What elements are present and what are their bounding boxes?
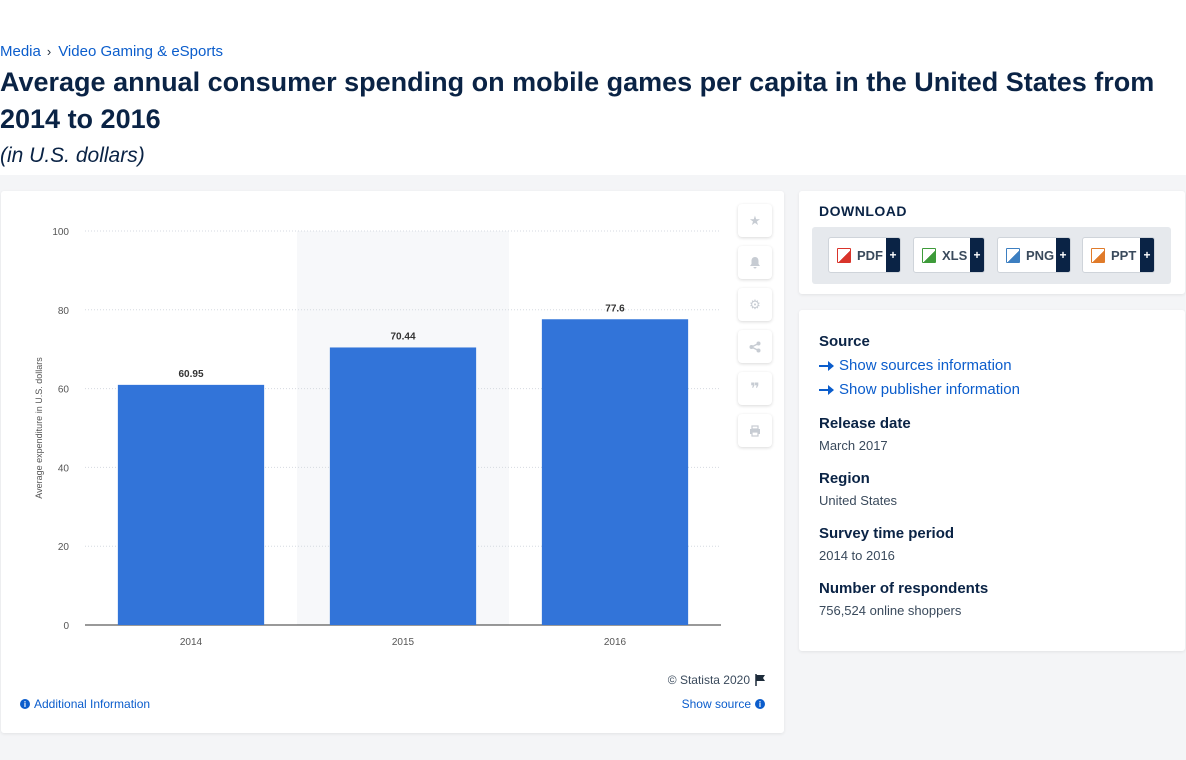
survey-period-label: Survey time period [819,525,955,542]
star-icon: ★ [749,212,761,228]
download-card: DOWNLOAD PDF + XLS + PNG + PPT + [799,191,1185,294]
info-icon: i [755,699,765,709]
region-label: Region [819,470,870,487]
y-tick-label: 100 [52,227,69,238]
ppt-file-icon [1091,247,1105,263]
favorite-button[interactable]: ★ [738,204,772,237]
show-sources-link[interactable]: Show sources information [819,357,1012,374]
download-png-button[interactable]: PNG + [997,237,1071,273]
gear-icon: ⚙ [749,296,761,312]
arrow-right-icon [819,360,834,371]
source-card: Source Show sources information Show pub… [799,310,1185,651]
quote-icon: ❞ [750,380,760,398]
chart-card: 0 20 40 60 80 100 60.95 2014 70.44 2015 77.6 2016 Av… [1,191,784,733]
page-title: Average annual consumer spending on mobi… [0,67,1155,134]
y-tick-label: 20 [58,542,70,553]
chart-toolbar: ★ ⚙ ❞ [738,204,772,456]
region-value: United States [819,493,898,508]
breadcrumb-category-link[interactable]: Video Gaming & eSports [58,43,224,60]
share-icon [749,341,761,352]
download-bar: PDF + XLS + PNG + PPT + [812,227,1171,284]
survey-period-value: 2014 to 2016 [819,548,895,563]
plus-icon: + [970,238,984,272]
y-tick-label: 60 [58,385,70,396]
release-date-value: March 2017 [819,438,888,453]
x-tick-label-2015: 2015 [392,637,415,648]
show-source-label: Show source [681,697,751,711]
flag-icon[interactable] [755,674,766,686]
download-pdf-button[interactable]: PDF + [828,237,901,273]
breadcrumb-separator: › [46,44,52,59]
download-title: DOWNLOAD [819,203,907,219]
show-publisher-link[interactable]: Show publisher information [819,381,1020,398]
additional-information-link[interactable]: i Additional Information [20,697,150,711]
additional-information-label: Additional Information [34,697,151,711]
data-label-2015: 70.44 [390,331,415,342]
y-tick-label: 80 [58,306,70,317]
download-pdf-label: PDF [857,247,883,263]
bar-chart: 0 20 40 60 80 100 60.95 2014 70.44 2015 77.6 2016 Av… [34,227,721,648]
download-xls-button[interactable]: XLS + [913,237,985,273]
y-axis-label: Average expenditure in U.S. dollars [34,357,44,499]
data-label-2014: 60.95 [178,369,203,380]
cite-button[interactable]: ❞ [738,372,772,405]
copyright-text: © Statista 2020 [667,673,750,687]
settings-button[interactable]: ⚙ [738,288,772,321]
show-sources-label: Show sources information [839,357,1012,374]
source-label: Source [819,333,870,350]
y-tick-label: 40 [58,463,70,474]
data-label-2016: 77.6 [605,303,625,314]
png-file-icon [1006,247,1020,263]
y-tick-label: 0 [63,621,69,632]
download-png-label: PNG [1026,247,1055,263]
bar-2015 [329,347,477,625]
arrow-right-icon [819,384,834,395]
bar-2014 [117,384,265,625]
print-button[interactable] [738,414,772,447]
notification-button[interactable] [738,246,772,279]
download-ppt-label: PPT [1111,247,1137,263]
x-tick-label-2014: 2014 [180,637,203,648]
respondents-value: 756,524 online shoppers [819,603,962,618]
info-icon: i [20,699,30,709]
share-button[interactable] [738,330,772,363]
download-xls-label: XLS [942,247,968,263]
respondents-label: Number of respondents [819,580,989,597]
plus-icon: + [886,238,900,272]
print-icon [750,424,760,437]
breadcrumb: Media › Video Gaming & eSports [0,43,223,60]
x-tick-label-2016: 2016 [604,637,627,648]
copyright: © Statista 2020 [668,673,766,687]
bar-2016 [541,319,689,625]
page-subtitle: (in U.S. dollars) [0,144,145,167]
plus-icon: + [1140,238,1154,272]
bell-icon [750,257,760,269]
show-publisher-label: Show publisher information [839,381,1020,398]
release-date-label: Release date [819,415,911,432]
download-ppt-button[interactable]: PPT + [1082,237,1155,273]
breadcrumb-media-link[interactable]: Media [0,43,41,60]
show-source-link[interactable]: Show source i [682,697,765,711]
plus-icon: + [1056,238,1070,272]
pdf-file-icon [837,247,851,263]
xls-file-icon [922,247,936,263]
